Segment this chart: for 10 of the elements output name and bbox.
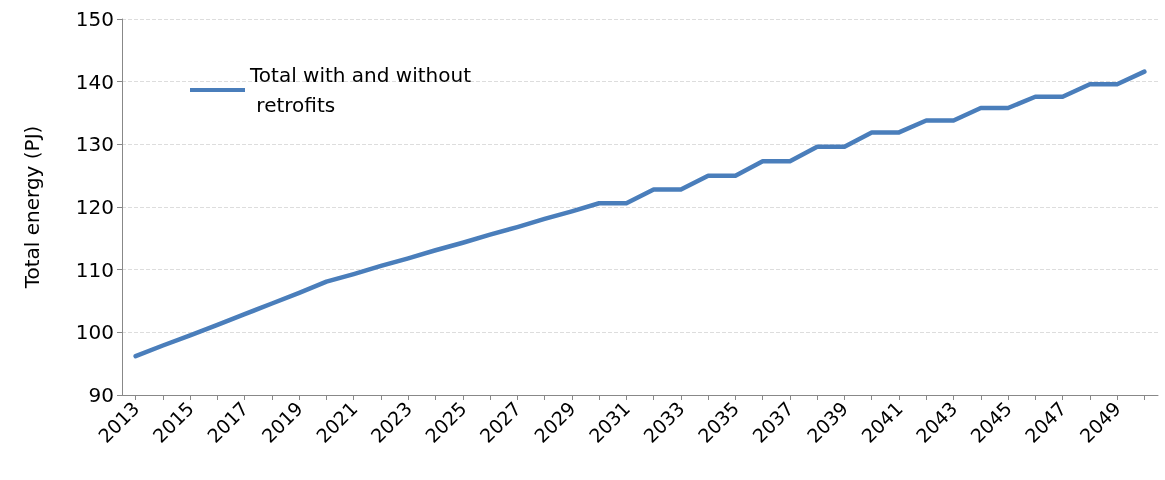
y-tick-label: 150 [75, 7, 114, 31]
y-tick-label: 100 [75, 320, 114, 345]
y-axis-title: Total energy (PJ) [20, 125, 44, 290]
y-tick-label: 130 [75, 132, 114, 157]
y-tick-label: 90 [88, 383, 114, 407]
y-tick-label: 120 [75, 195, 114, 219]
y-tick-label: 140 [75, 69, 114, 94]
line-series [133, 69, 1147, 359]
y-tick-label: 110 [75, 257, 114, 282]
legend-label: Total with and without retrofits [249, 63, 472, 117]
